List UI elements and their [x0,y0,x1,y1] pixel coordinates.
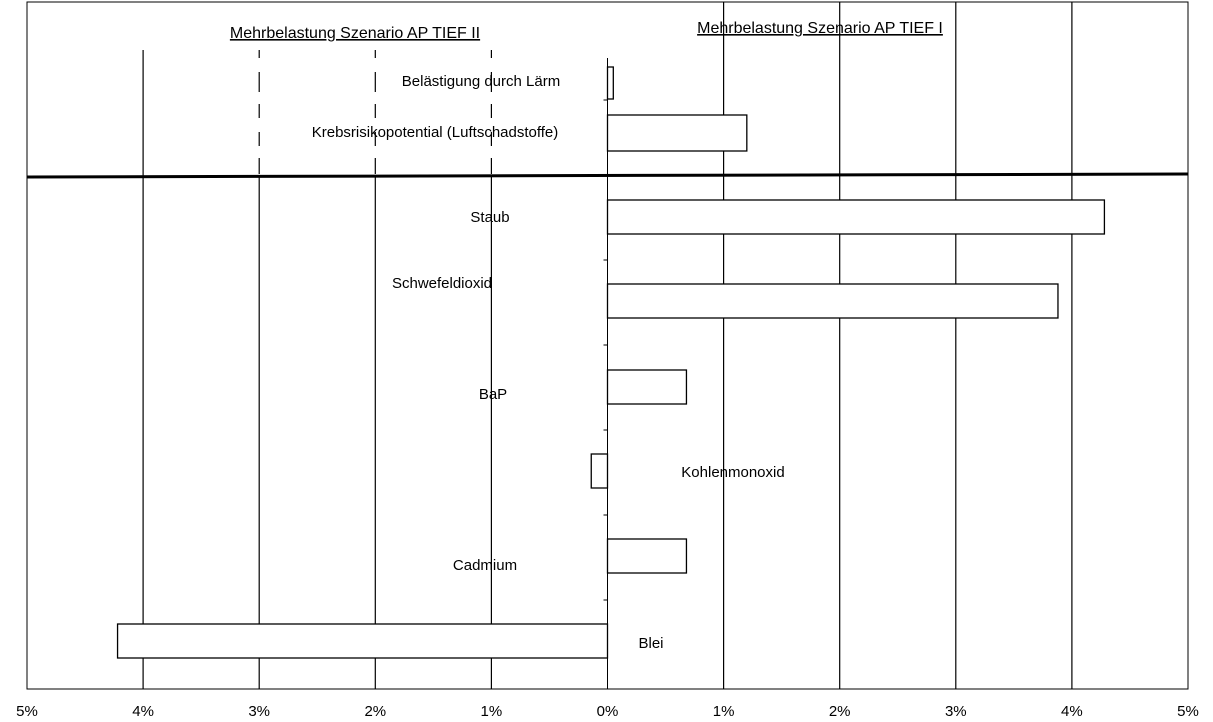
x-tick-label: 2% [829,703,851,720]
bar-label: Belästigung durch Lärm [402,73,560,90]
x-tick-label: 1% [713,703,735,720]
title-right: Mehrbelastung Szenario AP TIEF I [697,20,943,37]
x-tick-label: 3% [248,703,270,720]
bar [116,623,609,659]
gridlines [26,1,1189,690]
bars [116,66,1106,659]
bar-label: Schwefeldioxid [392,275,492,292]
bar [606,538,688,574]
bar [606,114,748,152]
x-tick-label: 3% [945,703,967,720]
x-tick-label: 5% [1177,703,1199,720]
x-tick-label: 4% [1061,703,1083,720]
x-tick-label: 2% [364,703,386,720]
x-tick-label: 5% [16,703,38,720]
bar [606,283,1059,319]
x-tick-label: 4% [132,703,154,720]
bar-label: Staub [470,209,509,226]
bar-label: Krebsrisikopotential (Luftschadstoffe) [312,124,559,141]
bar-label: Blei [638,635,663,652]
bar [606,369,688,405]
bar-labels: Belästigung durch Lärm Krebsrisikopotenti… [312,73,785,652]
bar-label: Cadmium [453,557,517,574]
bar-label: Kohlenmonoxid [681,464,784,481]
bar [606,199,1106,235]
x-tick-label: 0% [597,703,619,720]
bar [590,453,609,489]
x-tick-label: 1% [481,703,503,720]
bar [606,66,614,100]
x-axis-ticks: 5% 4% 3% 2% 1% 0% 1% 2% 3% 4% 5% [16,703,1199,720]
title-left: Mehrbelastung Szenario AP TIEF II [230,25,480,42]
bar-label: BaP [479,386,507,403]
